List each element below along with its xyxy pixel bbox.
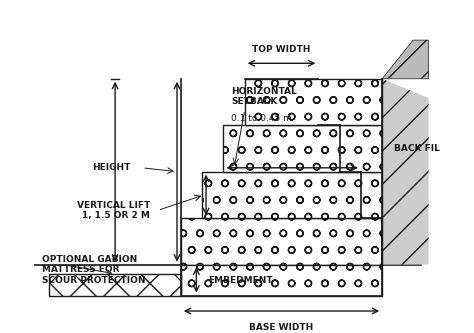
Text: VERTICAL LIFT
1, 1.5 OR 2 M: VERTICAL LIFT 1, 1.5 OR 2 M (77, 201, 150, 220)
Text: EMBEDMENT: EMBEDMENT (208, 275, 273, 284)
Bar (49, 274, 181, 295)
Text: BACK FILL: BACK FILL (394, 144, 446, 153)
Polygon shape (382, 79, 428, 264)
Bar (202, 172, 382, 218)
Bar (245, 79, 382, 125)
Bar (223, 125, 382, 172)
Polygon shape (382, 40, 428, 79)
Text: HEIGHT: HEIGHT (92, 163, 130, 172)
Text: TOP WIDTH: TOP WIDTH (252, 45, 310, 54)
Text: 0.1 to 0.45 m: 0.1 to 0.45 m (231, 114, 292, 123)
Bar (181, 264, 382, 295)
Text: BASE WIDTH: BASE WIDTH (249, 323, 314, 332)
Text: HORIZONTAL
SETBACK: HORIZONTAL SETBACK (231, 87, 297, 106)
Bar (181, 218, 382, 264)
Text: OPTIONAL GABION
MATTRESS FOR
SCOUR PROTECTION: OPTIONAL GABION MATTRESS FOR SCOUR PROTE… (42, 255, 145, 285)
